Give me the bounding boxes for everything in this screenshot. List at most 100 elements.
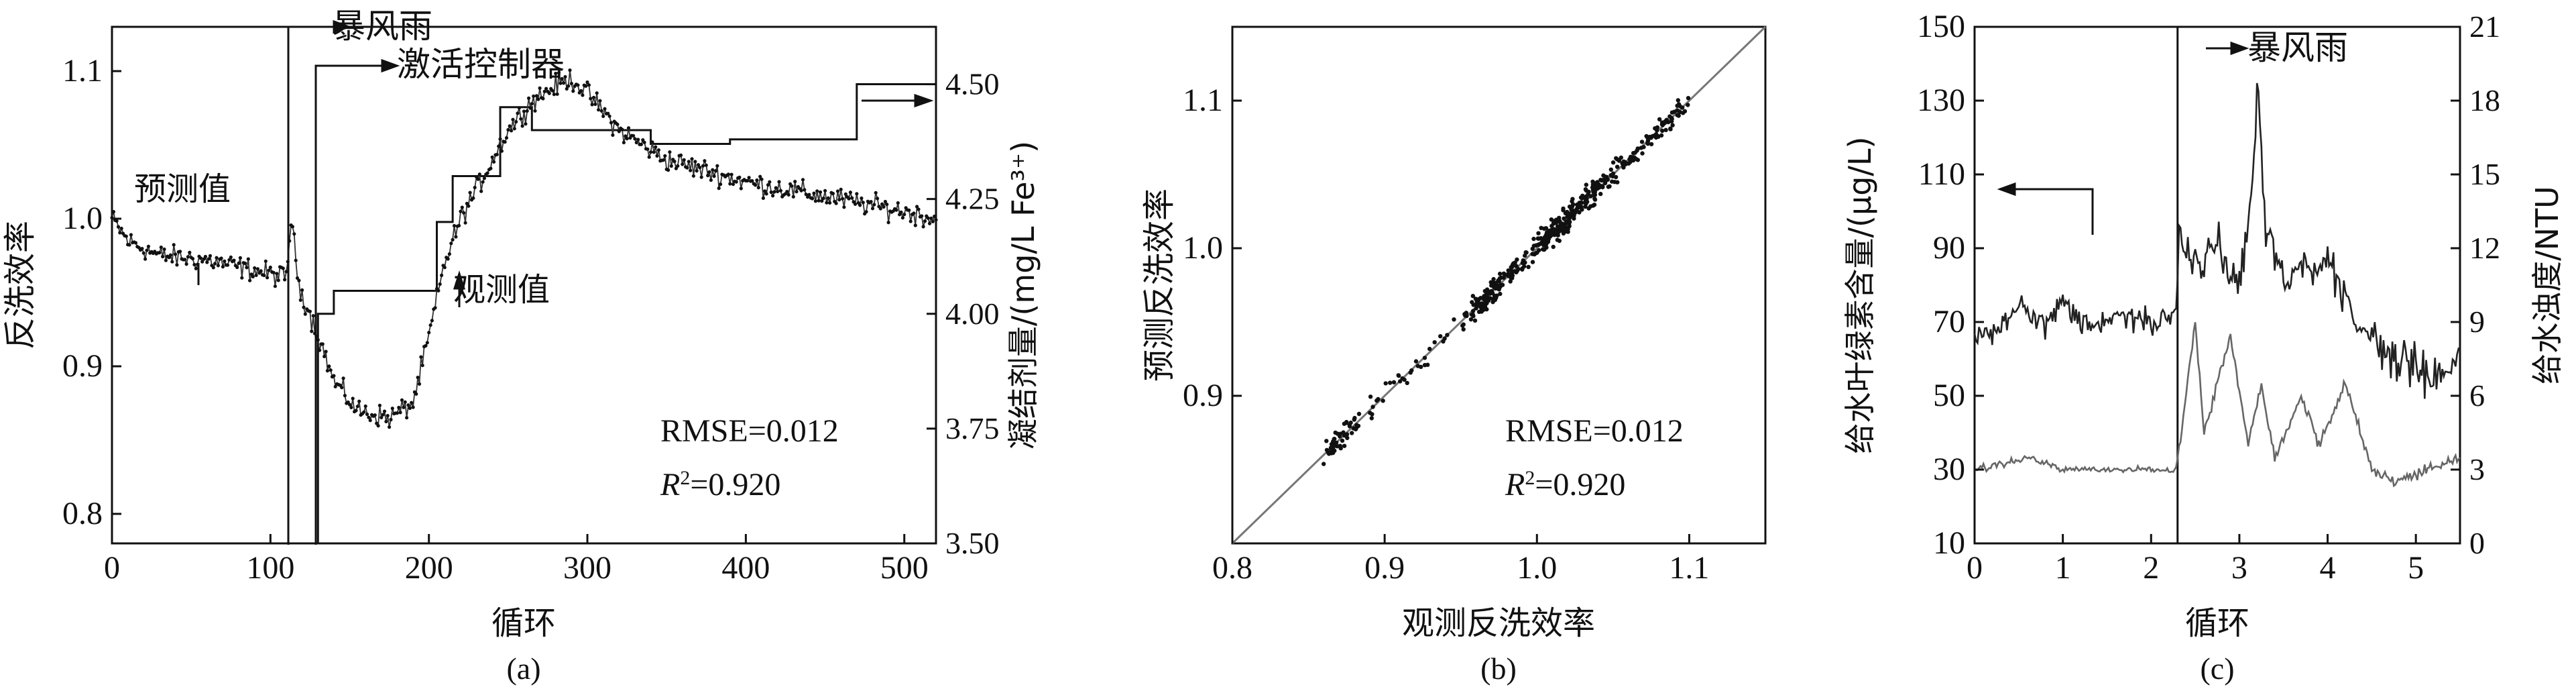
scatter-point <box>1655 125 1660 130</box>
observed-point <box>642 140 646 144</box>
observed-point <box>227 258 231 262</box>
observed-point <box>443 266 447 270</box>
observed-point <box>634 140 638 145</box>
observed-point <box>711 168 715 172</box>
scatter-point <box>1470 300 1474 305</box>
panel-a-annotation-predicted: 预测值 <box>134 170 231 208</box>
observed-point <box>587 83 591 87</box>
observed-point <box>213 262 217 266</box>
observed-point <box>763 189 767 193</box>
observed-point <box>329 368 333 372</box>
scatter-point <box>1510 262 1515 267</box>
panel-a-x-axis-label: 循环 <box>491 604 556 642</box>
scatter-point <box>1494 280 1499 285</box>
observed-arrow-head <box>453 270 466 290</box>
observed-point <box>693 160 697 164</box>
observed-point <box>921 225 925 229</box>
observed-point <box>656 148 661 152</box>
observed-point <box>245 266 249 270</box>
observed-point <box>485 171 489 175</box>
scatter-point <box>1640 151 1645 156</box>
observed-point <box>500 149 504 153</box>
panel-c-y-tick-label: 10 <box>1933 525 1965 561</box>
observed-point <box>292 232 296 236</box>
scatter-point <box>1497 276 1503 281</box>
observed-point <box>140 247 144 251</box>
observed-point <box>498 137 502 141</box>
observed-point <box>420 364 424 368</box>
observed-point <box>734 180 738 184</box>
observed-point <box>308 309 312 313</box>
observed-point <box>340 386 344 390</box>
scatter-point <box>1657 117 1662 121</box>
scatter-point <box>1516 266 1521 272</box>
panel-c-x-axis-label: 循环 <box>2185 604 2249 642</box>
panel-b-scatter-points <box>1322 96 1691 466</box>
observed-point <box>355 405 359 409</box>
scatter-point <box>1509 268 1514 273</box>
panel-a-y2-tick-label: 4.00 <box>945 297 1000 331</box>
scatter-point <box>1526 264 1531 270</box>
observed-point <box>776 189 780 193</box>
observed-point <box>327 364 331 368</box>
scatter-point <box>1488 280 1493 284</box>
observed-point <box>471 196 475 200</box>
panel-a-rmse: RMSE=0.012 <box>660 413 839 449</box>
observed-point <box>425 341 429 345</box>
observed-point <box>811 197 815 201</box>
observed-point <box>934 218 938 222</box>
observed-point <box>397 405 401 410</box>
panel-a-series <box>110 68 938 545</box>
scatter-point <box>1497 287 1501 292</box>
observed-point <box>883 199 887 204</box>
observed-point <box>323 354 327 359</box>
observed-point <box>373 413 377 417</box>
observed-point <box>769 190 773 195</box>
observed-point <box>389 417 393 422</box>
scatter-point <box>1482 303 1488 309</box>
scatter-point <box>1578 200 1583 205</box>
observed-point <box>669 164 673 168</box>
observed-point <box>538 86 542 90</box>
observed-point <box>211 266 215 270</box>
observed-point <box>860 196 864 201</box>
observed-point <box>118 231 122 235</box>
observed-point <box>430 319 434 323</box>
observed-point <box>175 263 179 267</box>
observed-point <box>333 384 337 388</box>
scatter-point <box>1354 423 1360 429</box>
scatter-point <box>1598 191 1603 197</box>
scatter-point <box>1651 133 1656 138</box>
observed-point <box>567 84 571 88</box>
panel-c-y2-tick: 9 <box>2451 305 2485 339</box>
observed-point <box>870 207 875 211</box>
observed-point <box>232 258 236 262</box>
observed-point <box>316 338 320 342</box>
observed-point <box>747 176 751 180</box>
observed-point <box>219 256 223 260</box>
scatter-point <box>1627 156 1632 162</box>
scatter-point <box>1621 165 1626 170</box>
observed-point <box>839 187 843 191</box>
observed-point <box>593 102 597 106</box>
panel-a-x-tick-label: 0 <box>104 550 120 586</box>
observed-point <box>527 96 531 100</box>
observed-point <box>565 87 569 91</box>
chlorophyll-axis-arrow <box>2015 188 2094 235</box>
observed-point <box>726 172 730 176</box>
observed-point <box>124 234 128 238</box>
observed-point <box>183 258 187 262</box>
observed-point <box>379 415 384 420</box>
observed-point <box>303 312 307 316</box>
observed-point <box>547 91 551 95</box>
scatter-point <box>1333 430 1338 435</box>
observed-point <box>885 203 889 207</box>
panel-b-y-tick-label: 0.9 <box>1183 378 1223 413</box>
observed-point <box>447 252 452 256</box>
panel-c-y-tick-label: 70 <box>1933 304 1965 339</box>
scatter-point <box>1534 243 1539 248</box>
panel-b-y-tick: 1.0 <box>1183 230 1242 266</box>
observed-point <box>655 154 659 158</box>
observed-point <box>933 214 937 219</box>
observed-point <box>254 273 258 277</box>
